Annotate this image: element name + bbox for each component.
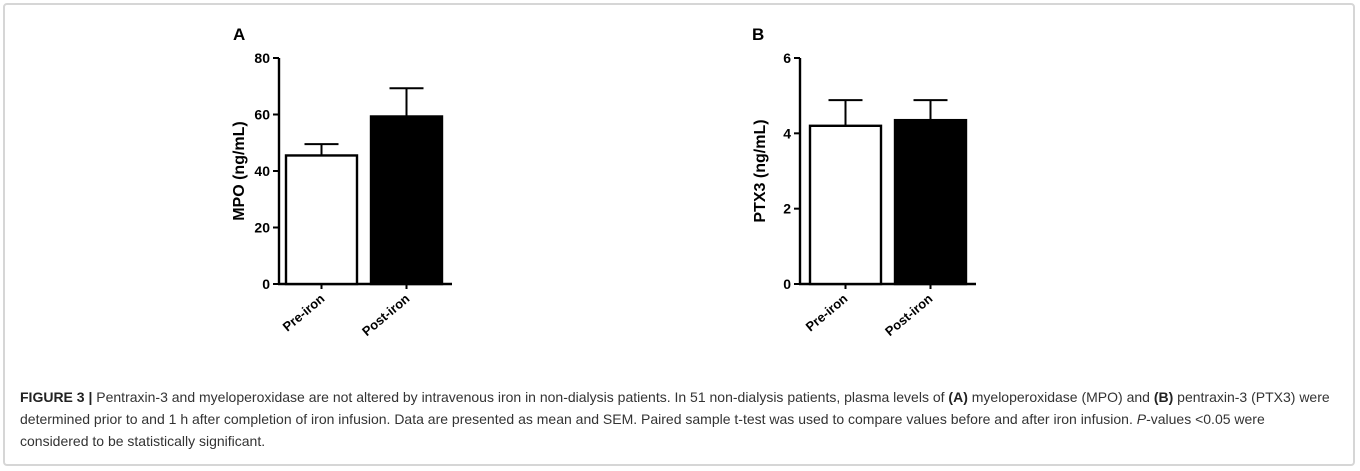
figure-frame <box>3 3 1355 466</box>
panel-b-bar-2 <box>893 118 968 286</box>
panel-b-y-tick-label: 2 <box>783 201 791 217</box>
panel-a-y-tick-label: 40 <box>254 163 270 179</box>
panel-a-y-tick-label: 20 <box>254 220 270 236</box>
caption-text-4: -values <0.05 were considered to be stat… <box>20 411 1265 449</box>
caption-ref-a: (A) <box>948 389 968 405</box>
figure-charts: A 0 20 40 60 80 MPO (ng/mL) Pre-iron Post-iron B 0… <box>231 25 976 339</box>
caption-p-italic: P <box>1136 411 1147 427</box>
panel-a-category-label: Post-iron <box>359 291 412 339</box>
figure-caption: FIGURE 3 | Pentraxin-3 and myeloperoxida… <box>20 386 1336 452</box>
panel-a-label: A <box>233 25 245 44</box>
panel-b-y-axis-title: PTX3 (ng/mL) <box>752 119 769 222</box>
panel-a-y-tick-label: 60 <box>254 107 270 123</box>
panel-b-y-tick-label: 6 <box>783 50 791 66</box>
panel-a-y-tick-label: 0 <box>262 276 270 292</box>
panel-b-label: B <box>752 25 764 44</box>
panel-a-y-tick-label: 80 <box>254 50 270 66</box>
panel-a-bar-1 <box>284 154 359 286</box>
caption-text-1: Pentraxin-3 and myeloperoxidase are not … <box>96 389 945 405</box>
caption-ref-b: (B) <box>1153 389 1174 405</box>
caption-text-2: myeloperoxidase (MPO) and <box>971 389 1150 405</box>
panel-b-y-tick-label: 4 <box>783 125 791 141</box>
panel-b-category-label: Post-iron <box>882 291 935 339</box>
panel-b-y-tick-label: 0 <box>783 276 791 292</box>
caption-text-3: pentraxin-3 (PTX3) were determined prior… <box>20 389 1330 427</box>
panel-b-bar-1 <box>808 124 883 286</box>
panel-b-category-label: Pre-iron <box>803 291 851 335</box>
caption-figure-label: FIGURE 3 | <box>20 389 93 405</box>
panel-a-y-axis-title: MPO (ng/mL) <box>231 121 248 221</box>
panel-a-category-label: Pre-iron <box>280 291 328 335</box>
panel-a-bar-2 <box>369 115 444 286</box>
